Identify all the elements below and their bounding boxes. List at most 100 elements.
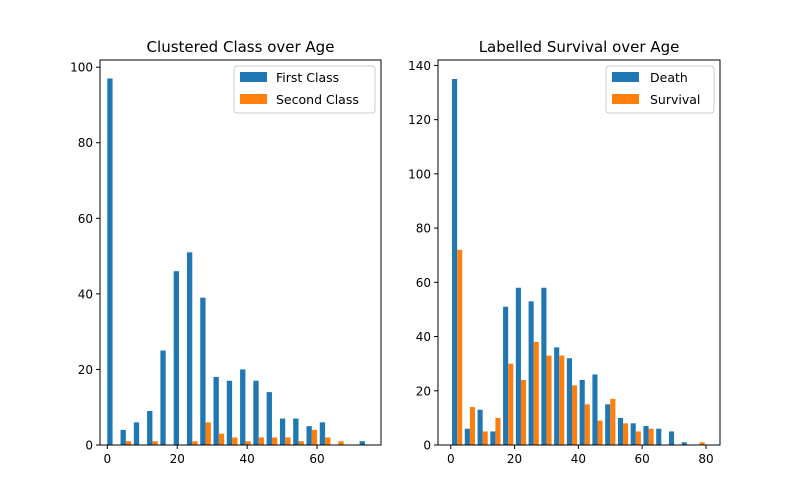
- bar-series2: [469, 407, 475, 445]
- bar-series1: [579, 379, 585, 445]
- x-tick-label: 40: [239, 452, 254, 466]
- bar-series2: [311, 429, 318, 445]
- x-axis-ticks: 0 20 40 60 80: [447, 445, 714, 466]
- y-tick-label: 40: [416, 330, 431, 344]
- bar-series1: [306, 426, 312, 445]
- bar-series1: [452, 78, 458, 445]
- bar-series1: [656, 428, 662, 445]
- bar-series2: [597, 420, 603, 445]
- chart-left: Clustered Class over Age 0 20 40 60 0 20 40 60…: [70, 38, 382, 466]
- bar-series2: [559, 355, 565, 445]
- legend-box: [233, 65, 376, 114]
- chart-right: Labelled Survival over Age 0 20 40 60 80 0 20…: [408, 38, 721, 466]
- bar-series1: [253, 380, 259, 445]
- legend-label-series1: First Class: [276, 70, 339, 85]
- y-axis-ticks: 0 20 40 60 80 100 120 140: [408, 59, 438, 453]
- y-tick-label: 20: [416, 384, 431, 398]
- bar-series1: [200, 297, 206, 445]
- bar-series2: [271, 437, 278, 445]
- bar-series2: [584, 404, 590, 445]
- bars-layer: [452, 78, 705, 445]
- legend-swatch-series1: [240, 72, 267, 82]
- x-tick-label: 80: [698, 452, 713, 466]
- bar-series1: [464, 428, 470, 445]
- bar-series1: [319, 422, 326, 445]
- bars-layer: [107, 78, 365, 445]
- bar-series1: [643, 426, 649, 445]
- bar-series1: [147, 411, 153, 445]
- bar-series2: [285, 437, 291, 445]
- bar-series1: [592, 374, 598, 445]
- bar-series2: [699, 442, 705, 445]
- y-tick-label: 60: [78, 212, 93, 226]
- y-tick-label: 40: [78, 287, 93, 301]
- y-tick-label: 0: [423, 439, 431, 453]
- y-tick-label: 0: [85, 439, 93, 453]
- bar-series1: [226, 380, 233, 445]
- legend-label-series1: Death: [650, 70, 688, 85]
- y-axis-ticks: 0 20 40 60 80 100: [70, 61, 100, 453]
- bar-series2: [648, 428, 654, 445]
- x-tick-label: 20: [507, 452, 522, 466]
- bar-series2: [520, 379, 527, 445]
- bar-series1: [477, 409, 483, 445]
- x-tick-label: 0: [104, 452, 112, 466]
- bar-series1: [359, 441, 365, 445]
- bar-series2: [623, 423, 629, 445]
- bar-series2: [457, 249, 463, 445]
- bar-series2: [232, 437, 238, 445]
- plot-frame: [99, 59, 382, 446]
- bar-series1: [160, 350, 166, 445]
- x-tick-label: 20: [170, 452, 185, 466]
- legend-swatch-series2: [240, 94, 267, 104]
- bar-series2: [571, 385, 578, 445]
- bar-series1: [566, 358, 572, 445]
- legend-label-series2: Second Class: [276, 92, 359, 107]
- bar-series2: [245, 441, 251, 445]
- y-tick-label: 20: [78, 363, 93, 377]
- bar-series1: [213, 376, 219, 445]
- bar-series2: [298, 441, 304, 445]
- bar-series2: [635, 431, 641, 445]
- x-tick-label: 60: [635, 452, 650, 466]
- legend: First Class Second Class: [233, 65, 376, 114]
- bar-series1: [490, 431, 496, 445]
- x-tick-label: 60: [309, 452, 324, 466]
- bar-series1: [528, 301, 534, 445]
- x-tick-label: 40: [571, 452, 586, 466]
- bar-series2: [338, 441, 344, 445]
- bar-series1: [266, 392, 272, 445]
- legend-swatch-series2: [612, 94, 639, 104]
- bar-series1: [240, 369, 246, 445]
- bar-series2: [218, 433, 225, 445]
- y-tick-label: 80: [416, 222, 431, 236]
- bar-series2: [610, 398, 616, 445]
- bar-series1: [541, 287, 547, 445]
- bar-series2: [205, 422, 211, 445]
- bar-series2: [258, 437, 264, 445]
- bar-series1: [668, 431, 675, 445]
- bar-series1: [554, 347, 560, 445]
- chart-title: Labelled Survival over Age: [479, 38, 680, 56]
- bar-series1: [107, 78, 113, 445]
- y-tick-label: 140: [408, 59, 431, 73]
- bar-series2: [152, 441, 158, 445]
- bar-series1: [186, 252, 193, 445]
- bar-series1: [617, 417, 624, 445]
- bar-series1: [120, 429, 126, 445]
- bar-series2: [192, 441, 198, 445]
- bar-series1: [605, 404, 611, 445]
- y-tick-label: 100: [70, 61, 93, 75]
- y-tick-label: 60: [416, 276, 431, 290]
- y-tick-label: 100: [408, 167, 431, 181]
- bar-series1: [503, 306, 509, 445]
- legend: Death Survival: [605, 65, 715, 114]
- bar-series2: [482, 431, 488, 445]
- bar-series1: [133, 422, 140, 445]
- bar-series2: [495, 417, 501, 445]
- legend-swatch-series1: [612, 72, 639, 82]
- x-tick-label: 0: [447, 452, 455, 466]
- bar-series2: [546, 355, 552, 445]
- bar-series1: [515, 287, 521, 445]
